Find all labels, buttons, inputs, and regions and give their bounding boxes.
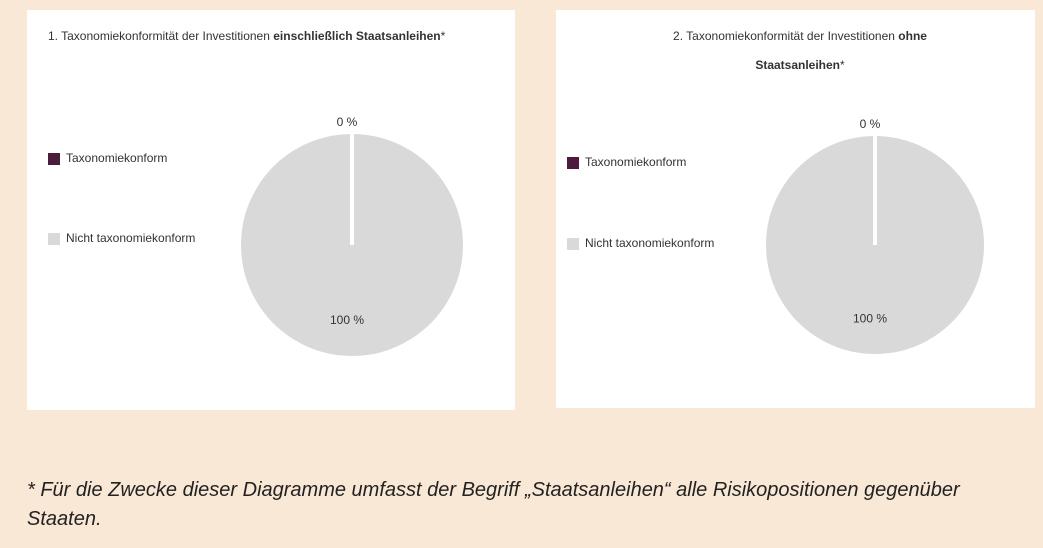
title-part: ohne (898, 29, 927, 43)
data-label: 0 % (860, 117, 881, 131)
legend-label: Nicht taxonomiekonform (66, 231, 195, 245)
charts: 1. Taxonomiekonformität der Investitione… (27, 10, 1035, 410)
title-part: 1. Taxonomiekonformität der Investitione… (48, 29, 273, 43)
legend-swatch (48, 233, 60, 245)
title-part: 2. Taxonomiekonformität der Investitione… (673, 29, 898, 43)
legend-label: Taxonomiekonform (585, 155, 686, 169)
legend-label: Taxonomiekonform (66, 151, 167, 165)
legend-swatch (48, 153, 60, 165)
footnote: * Für die Zwecke dieser Diagramme umfass… (27, 479, 960, 530)
legend-label: Nicht taxonomiekonform (585, 236, 714, 250)
legend-swatch (567, 157, 579, 169)
chart-title: 2. Taxonomiekonformität der Investitione… (673, 29, 927, 43)
title-part: einschließlich Staatsanleihen (273, 29, 440, 43)
chart-title: 1. Taxonomiekonformität der Investitione… (48, 29, 446, 43)
data-label: 100 % (330, 313, 364, 327)
title-part: * (840, 58, 845, 72)
legend-swatch (567, 238, 579, 250)
title-part: Staatsanleihen (755, 58, 840, 72)
chart-title: Staatsanleihen* (755, 58, 845, 72)
data-label: 0 % (337, 115, 358, 129)
title-part: * (441, 29, 446, 43)
data-label: 100 % (853, 312, 887, 326)
